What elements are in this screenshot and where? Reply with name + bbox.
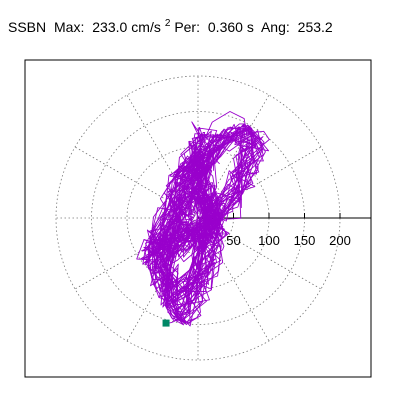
orbit-core-10 [175, 191, 226, 250]
station-code: SSBN [8, 18, 47, 35]
radial-tick-label-1: 50 [226, 233, 240, 248]
end-marker-group [162, 319, 170, 327]
radial-tick-label-3: 150 [294, 233, 316, 248]
period-label: Per: [174, 18, 200, 35]
tick-labels: 50 100 150 200 [226, 233, 351, 248]
max-unit: cm/s [131, 18, 161, 35]
radial-tick-label-2: 100 [258, 233, 280, 248]
period-value: 0.360 s [207, 18, 254, 35]
max-value: 233.0 [92, 18, 128, 35]
max-unit-exponent: 2 [164, 18, 171, 29]
orbit-traces [136, 110, 270, 327]
angle-label: Ang: [260, 18, 290, 35]
end-marker [162, 319, 170, 327]
orbit-core-8 [169, 186, 221, 251]
orbit-trace-4 [146, 126, 260, 314]
orbit-envelope [147, 110, 249, 303]
max-label: Max: [54, 18, 85, 35]
radial-tick-label-4: 200 [329, 233, 351, 248]
angle-value: 253.2 [297, 18, 333, 35]
chart-title: SSBN Max: 233.0 cm/s 2 Per: 0.360 s Ang: 2… [8, 18, 337, 35]
